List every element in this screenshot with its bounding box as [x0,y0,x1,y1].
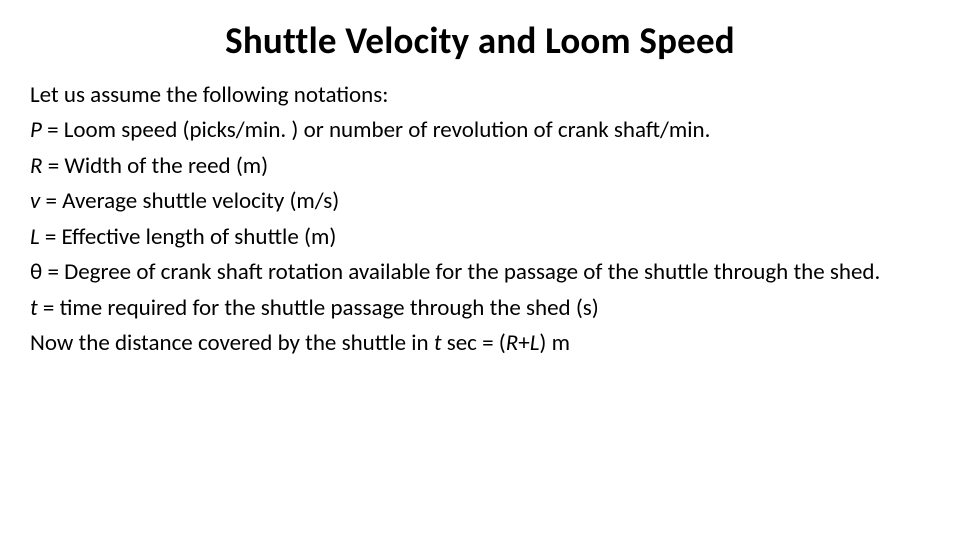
symbol-p: P [30,116,42,144]
symbol-v: v [30,187,40,215]
distance-text-a: Now the distance covered by the shuttle … [30,329,434,357]
def-p: = Loom speed (picks/min. ) or number of … [42,116,711,144]
notation-p: P = Loom speed (picks/min. ) or number o… [30,116,930,145]
def-l: = Effective length of shuttle (m) [40,223,337,251]
def-r: = Width of the reed (m) [43,152,269,180]
notation-t: t = time required for the shuttle passag… [30,294,930,323]
distance-line: Now the distance covered by the shuttle … [30,329,930,358]
distance-sym-l: L [530,329,540,357]
notation-r: R = Width of the reed (m) [30,152,930,181]
def-theta: = Degree of crank shaft rotation availab… [47,258,880,286]
slide: Shuttle Velocity and Loom Speed Let us a… [0,0,960,540]
slide-title: Shuttle Velocity and Loom Speed [30,18,930,63]
symbol-t: t [30,294,38,322]
distance-plus: + [518,329,529,357]
def-v: = Average shuttle velocity (m/s) [40,187,339,215]
intro-line: Let us assume the following notations: [30,81,930,110]
slide-body: Let us assume the following notations: P… [30,81,930,359]
notation-l: L = Effective length of shuttle (m) [30,223,930,252]
notation-v: v = Average shuttle velocity (m/s) [30,187,930,216]
symbol-l: L [30,223,40,251]
distance-sym-r: R [506,329,519,357]
distance-sym-t: t [434,329,442,357]
symbol-r: R [30,152,43,180]
def-t: = time required for the shuttle passage … [38,294,599,322]
distance-text-c: ) m [539,329,570,357]
notation-theta: θ = Degree of crank shaft rotation avail… [30,258,930,287]
symbol-theta: θ [30,258,47,286]
distance-text-b: sec = ( [442,329,506,357]
